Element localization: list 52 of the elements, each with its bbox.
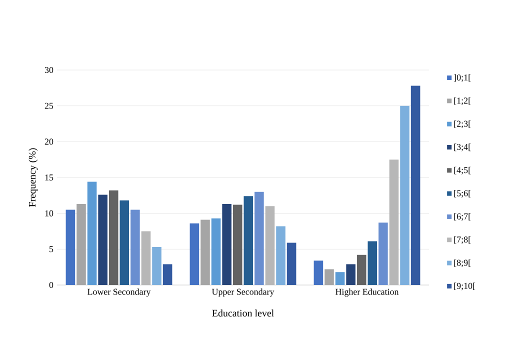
y-tick-label: 30 — [44, 66, 54, 74]
bar — [276, 226, 286, 285]
bar — [324, 269, 334, 285]
bar — [356, 254, 366, 285]
bar — [162, 264, 172, 285]
bar — [87, 182, 97, 285]
legend-label: [2;3[ — [454, 120, 471, 128]
bar — [76, 204, 86, 285]
y-tick-label: 10 — [45, 210, 54, 216]
bar — [410, 86, 420, 285]
bar — [98, 194, 108, 285]
legend-label: [7;8[ — [454, 236, 471, 244]
bar — [232, 204, 242, 285]
legend-label: [1;2[ — [454, 97, 471, 105]
x-tick-label: Lower Secondary — [88, 288, 151, 297]
bar — [368, 241, 378, 285]
legend-label: [3;4[ — [454, 144, 471, 152]
x-tick-label: Upper Secondary — [212, 288, 274, 297]
y-tick-label: 20 — [44, 138, 54, 145]
y-tick-label: 0 — [49, 282, 54, 288]
bar — [130, 210, 140, 285]
bar — [244, 196, 254, 285]
bar — [66, 210, 76, 285]
legend-label: [4;5[ — [454, 166, 471, 174]
y-tick-label: 15 — [45, 174, 54, 181]
legend-label: [9;10[ — [454, 282, 476, 290]
legend-label: [8;9[ — [454, 259, 471, 268]
legend-label: ]0;1[ — [454, 74, 471, 82]
x-tick-label: Higher Education — [336, 288, 399, 297]
x-axis-title: Education level — [212, 309, 274, 316]
bar — [400, 106, 410, 285]
bar — [378, 222, 388, 285]
bar — [389, 160, 399, 285]
bar — [152, 247, 162, 285]
bar — [286, 242, 296, 285]
y-tick-label: 25 — [44, 102, 54, 109]
bar — [314, 260, 324, 285]
bar — [265, 206, 275, 285]
bar — [346, 264, 356, 285]
bar — [120, 200, 130, 285]
bar — [211, 218, 221, 285]
bar — [254, 192, 264, 285]
y-axis-title: Frequency (%) — [28, 148, 38, 207]
bar — [335, 272, 345, 285]
bar — [222, 204, 232, 285]
bar — [190, 223, 200, 285]
legend-label: [5;6[ — [454, 190, 471, 198]
bar — [141, 231, 151, 285]
bar — [108, 190, 118, 285]
y-tick-label: 5 — [50, 246, 54, 252]
bar — [200, 220, 210, 285]
legend-label: [6;7[ — [454, 213, 471, 221]
